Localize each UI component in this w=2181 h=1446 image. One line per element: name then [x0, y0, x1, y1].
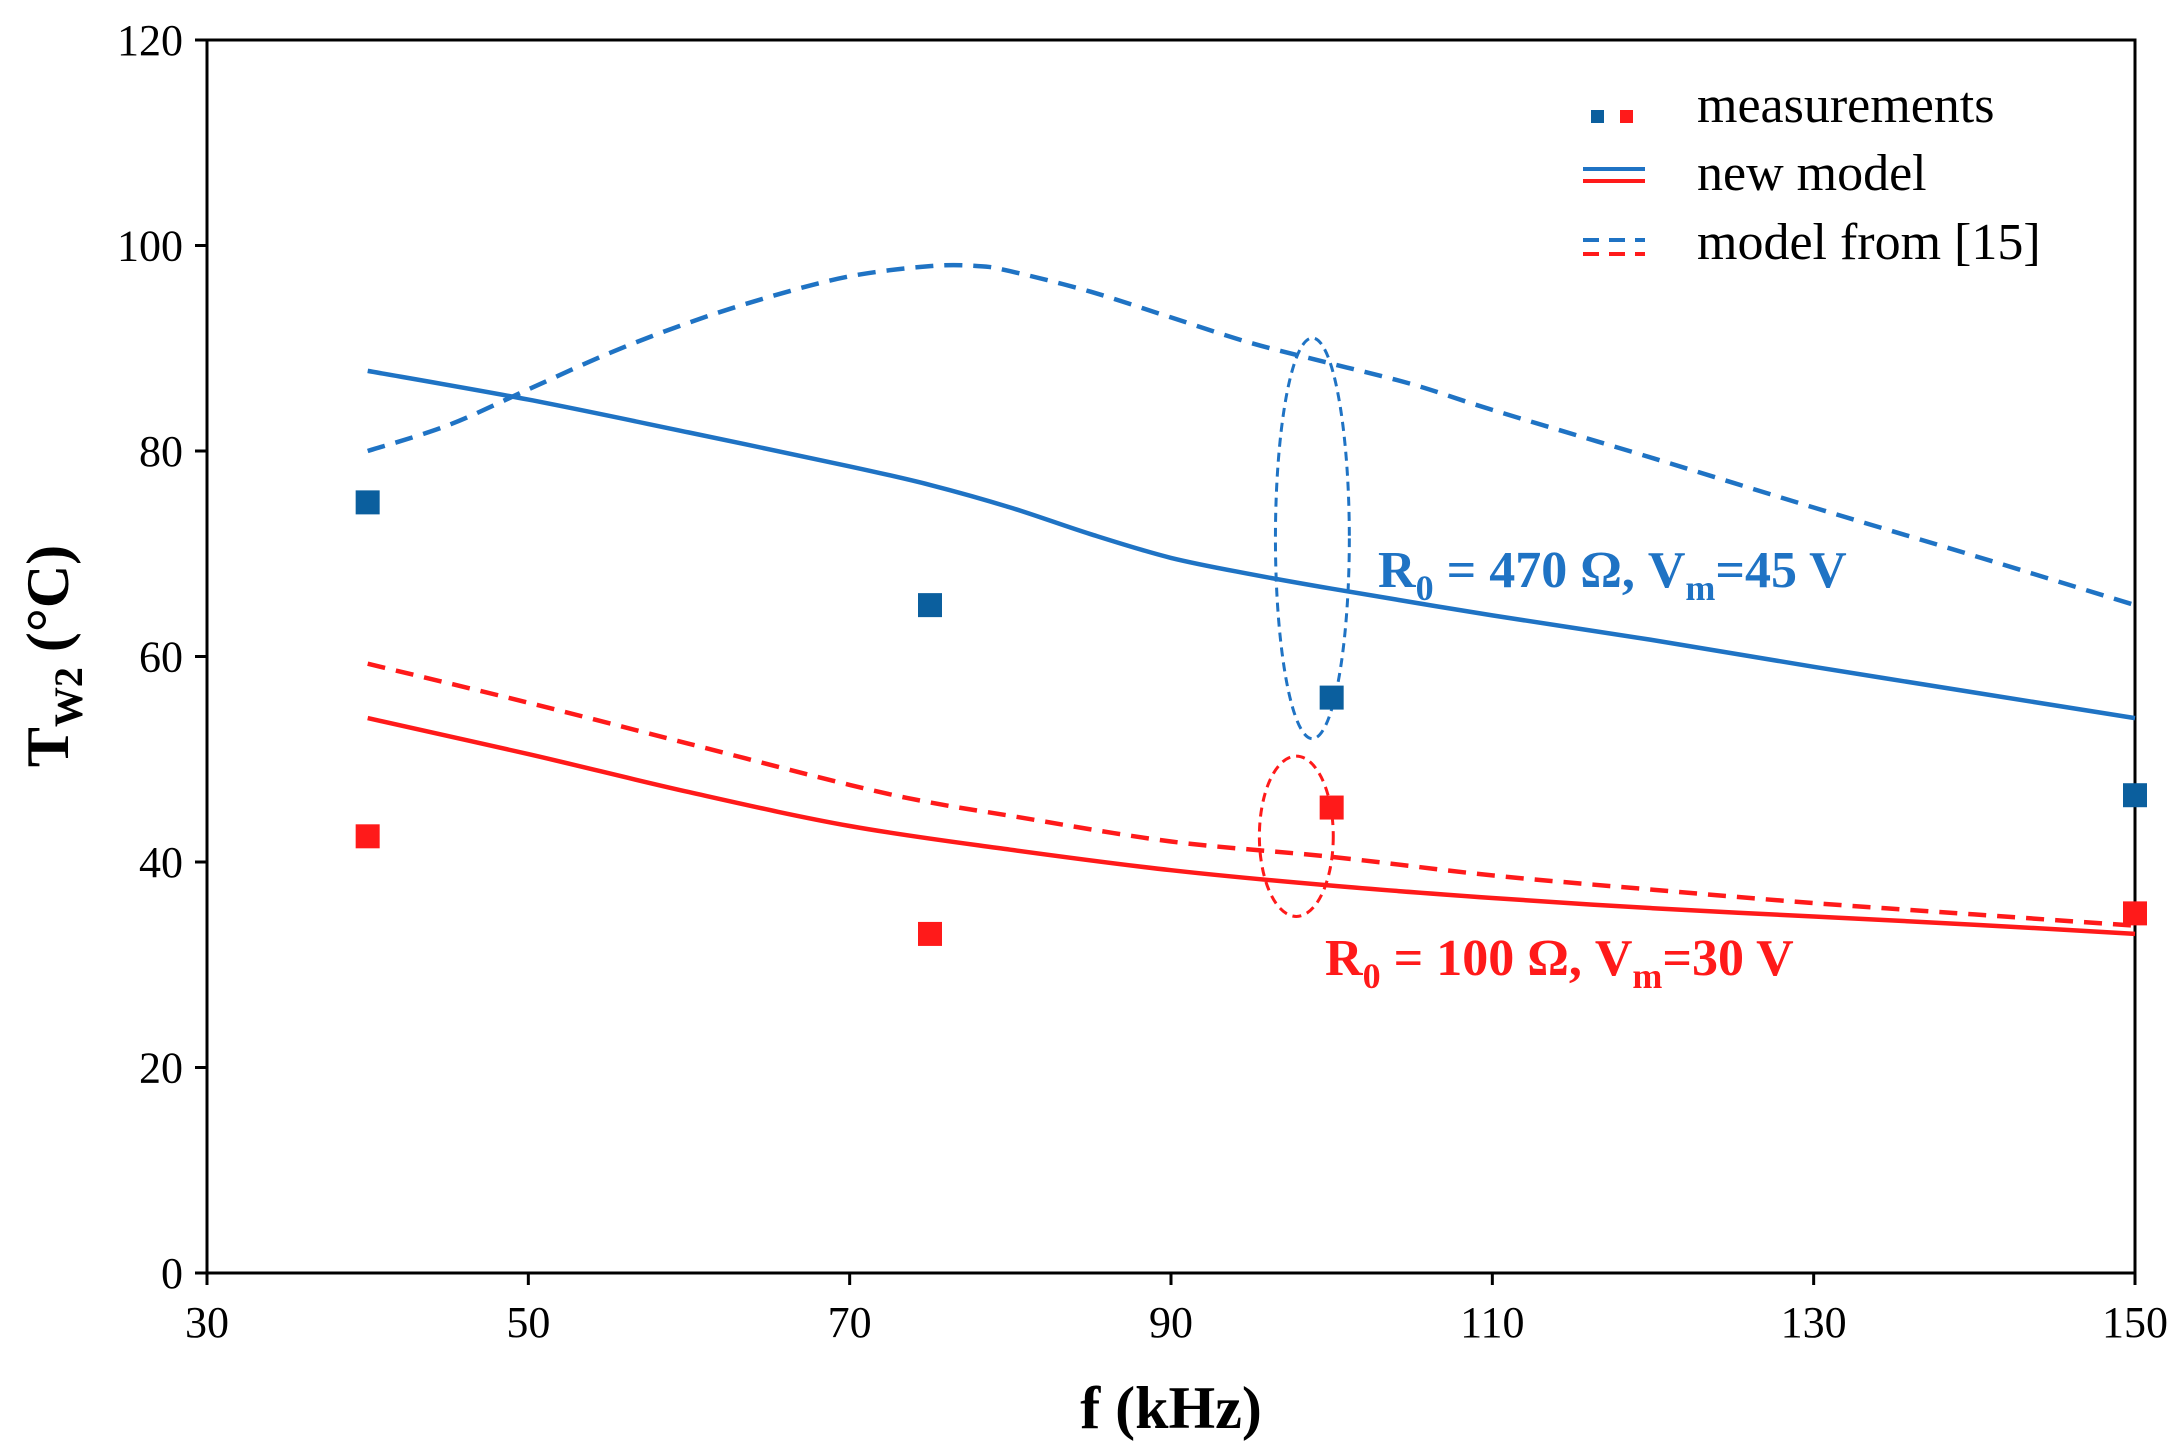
data-point — [355, 824, 380, 849]
y-axis-ticks: 0 20 40 60 80 100 120 — [117, 16, 207, 1298]
annotation-blue: R0 = 470 Ω, Vm=45 V — [1378, 542, 1847, 608]
x-axis-ticks: 30 50 70 90 110 130 150 — [185, 1273, 2168, 1347]
x-tick-label: 30 — [185, 1298, 229, 1347]
annotation-red-part: =30 V — [1662, 930, 1793, 987]
data-point — [2123, 901, 2147, 926]
x-tick-label: 110 — [1460, 1298, 1524, 1347]
data-point — [2123, 783, 2147, 808]
data-point — [918, 921, 942, 946]
legend-label-model-15: model from [15] — [1697, 214, 2041, 271]
series-line-solid-red — [367, 715, 2136, 937]
y-tick-label: 0 — [161, 1249, 183, 1298]
data-point — [355, 490, 380, 515]
y-axis-title-main: T — [15, 727, 81, 767]
annotation-blue-part: =45 V — [1715, 542, 1846, 599]
legend-label-measurements: measurements — [1697, 77, 1994, 134]
legend: measurements new model model from [15] — [1583, 77, 2041, 271]
annotation-red-part: R — [1325, 930, 1364, 987]
annotation-red-part: 0 — [1363, 956, 1381, 996]
legend-marker-blue — [1591, 110, 1604, 123]
x-tick-label: 150 — [2102, 1298, 2168, 1347]
y-tick-label: 80 — [139, 427, 183, 476]
y-axis-title-unit: (°C) — [15, 545, 81, 667]
data-point — [1319, 795, 1344, 820]
annotation-red: R0 = 100 Ω, Vm=30 V — [1325, 930, 1794, 996]
annotation-blue-part: m — [1685, 568, 1715, 608]
measurement-markers — [355, 490, 2147, 946]
x-tick-label: 70 — [828, 1298, 872, 1347]
y-axis-title: TW2 (°C) — [15, 545, 91, 767]
highlight-ellipse-blue — [1273, 336, 1351, 741]
x-tick-label: 130 — [1781, 1298, 1847, 1347]
data-point — [1319, 685, 1344, 710]
y-tick-label: 40 — [139, 838, 183, 887]
annotation-blue-part: R — [1378, 542, 1417, 599]
annotation-red-part: m — [1632, 956, 1662, 996]
annotation-blue-part: 0 — [1416, 568, 1434, 608]
y-tick-label: 100 — [117, 222, 183, 271]
series-lines — [367, 262, 2136, 937]
annotation-red-part: = 100 Ω, V — [1381, 930, 1633, 987]
annotation-blue-part: = 470 Ω, V — [1434, 542, 1686, 599]
y-tick-label: 20 — [139, 1044, 183, 1093]
x-tick-label: 90 — [1149, 1298, 1193, 1347]
y-tick-label: 120 — [117, 16, 183, 65]
legend-label-new-model: new model — [1697, 145, 1927, 202]
x-tick-label: 50 — [506, 1298, 550, 1347]
plot-area — [205, 38, 2137, 1275]
y-axis-title-subscript: W2 — [46, 667, 91, 727]
series-line-dashed-red — [367, 661, 2136, 928]
highlight-ellipse-red — [1257, 754, 1335, 918]
series-line-dashed-blue — [367, 262, 2136, 608]
legend-marker-red — [1620, 110, 1633, 123]
x-axis-title: f (kHz) — [1080, 1375, 1262, 1441]
series-line-solid-blue — [367, 368, 2136, 721]
y-tick-label: 60 — [139, 633, 183, 682]
data-point — [918, 593, 942, 618]
highlight-ellipses — [1257, 336, 1351, 918]
